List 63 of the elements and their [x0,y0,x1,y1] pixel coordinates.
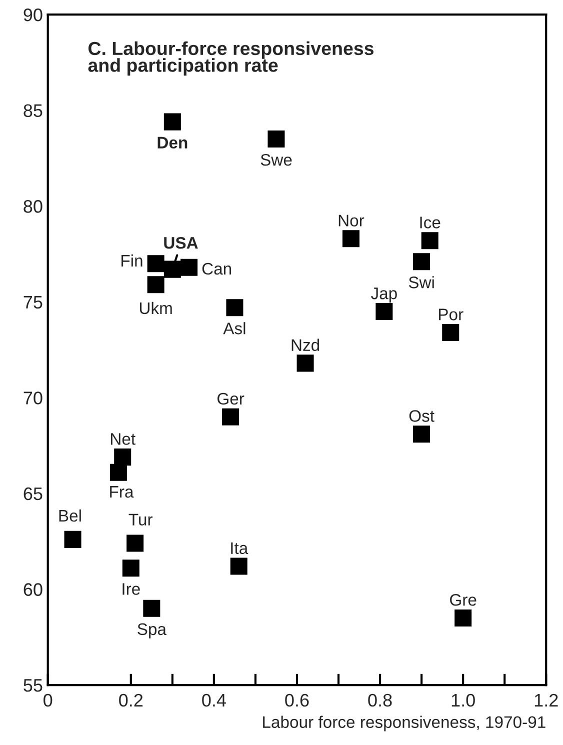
y-tick-label: 55 [24,679,42,692]
data-label: Asl [223,322,246,334]
data-label: USA [164,236,198,249]
y-tick-label: 60 [24,583,42,596]
point [147,255,164,272]
point [143,600,160,617]
point [342,230,360,248]
point [222,408,240,426]
data-label: Ita [231,542,248,554]
point [164,260,181,278]
point [442,324,460,342]
y-tick-label: 65 [24,487,42,500]
point [126,534,144,552]
data-label: Ire [122,583,140,595]
data-label: Fra [110,486,134,498]
point [421,232,438,250]
point [114,448,132,466]
y-tick-label: 85 [24,104,42,118]
text: C. Labour-force responsiveness and participation rate [88,41,374,76]
point [376,302,393,320]
data-label: Den [158,136,188,149]
point [180,258,198,276]
data-label: Ice [420,216,440,228]
y-tick-label: 70 [24,392,42,404]
x-tick-label: 1.2 [534,694,558,706]
point [413,426,430,443]
data-label: Ukm [140,302,172,314]
data-label: Gre [450,594,476,606]
x-axis-title: Labour force responsiveness, 1970-91 [263,716,546,732]
y-tick-label: 90 [24,8,42,22]
data-label: Nzd [292,338,320,351]
data-label: Spa [138,623,166,638]
x-tick-label: 1.0 [452,694,475,707]
x-tick-label: 0.2 [119,694,143,707]
data-label: Nor [338,214,364,226]
data-label: Can [202,262,232,275]
x-tick-label: 0.4 [202,694,226,707]
point [454,609,472,626]
data-label: Net [110,433,136,445]
point [413,253,430,270]
x-tick-label: 0 [44,694,52,707]
point [164,113,181,130]
point [226,299,244,316]
data-label: Jap [371,288,397,303]
y-tick-label: 75 [24,296,42,309]
point [64,530,82,548]
data-label: Ger [217,392,244,405]
point [110,464,127,481]
data-label: Tur [128,514,153,526]
data-label: Bel [59,509,81,522]
y-tick-label: 80 [24,200,42,213]
point [147,276,164,294]
point [268,130,285,148]
point [122,560,140,577]
x-tick-label: 0.6 [285,694,309,707]
data-label: Ost [409,410,434,422]
data-label: Fin [122,254,142,266]
data-label: Por [439,308,464,320]
data-label: Swi [408,276,434,288]
x-tick-label: 0.8 [368,694,392,707]
point [230,558,248,575]
data-label: Swe [260,154,292,166]
point [296,354,314,372]
